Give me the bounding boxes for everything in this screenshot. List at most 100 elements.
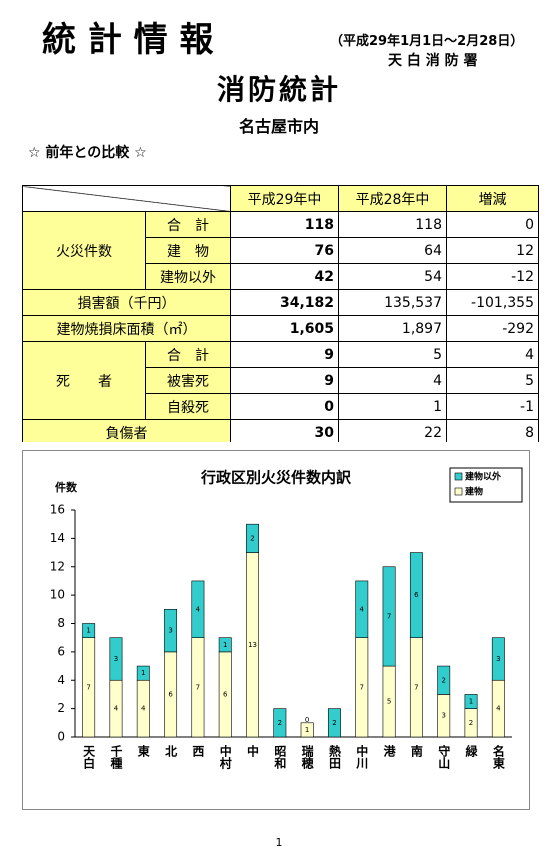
y-tick-label: 2 bbox=[57, 701, 65, 715]
office: 天 白 消 防 署 bbox=[388, 53, 478, 69]
data-label: 6 bbox=[168, 690, 173, 698]
cell: 76 bbox=[230, 237, 339, 264]
bar-segment bbox=[491, 637, 505, 681]
data-label: 5 bbox=[387, 698, 391, 706]
corner-cell bbox=[22, 185, 231, 212]
bar-segment bbox=[464, 694, 478, 709]
x-tick-label: 千種 bbox=[109, 744, 123, 770]
bar-segment bbox=[300, 722, 314, 738]
data-label: 1 bbox=[86, 627, 90, 635]
period: （平成29年1月1日～2月28日） bbox=[330, 34, 524, 49]
bar-segment bbox=[136, 665, 150, 681]
cell: 損害額（千円） bbox=[22, 289, 231, 316]
cell: 4 bbox=[338, 367, 447, 394]
cell: -292 bbox=[446, 315, 539, 342]
bar-segment bbox=[355, 580, 369, 638]
x-tick-label: 中村 bbox=[218, 744, 232, 770]
x-tick-label: 北 bbox=[164, 744, 178, 758]
col-header: 平成29年中 bbox=[230, 185, 339, 212]
data-label: 7 bbox=[86, 683, 90, 691]
cell: 建物以外 bbox=[145, 263, 231, 290]
cell: 合 計 bbox=[145, 211, 231, 238]
col-header: 増減 bbox=[446, 185, 539, 212]
data-label: 4 bbox=[496, 705, 501, 713]
data-label: 13 bbox=[248, 641, 257, 649]
legend-label: 建物 bbox=[465, 486, 483, 498]
x-tick-label: 中川 bbox=[355, 744, 369, 769]
cell: 5 bbox=[446, 367, 539, 394]
x-tick-label: 昭和 bbox=[273, 745, 287, 770]
cell: 135,537 bbox=[338, 289, 447, 316]
y-tick-label: 8 bbox=[57, 616, 65, 630]
cell: 1 bbox=[338, 393, 447, 420]
cell: 5 bbox=[338, 341, 447, 368]
page-number: 1 bbox=[275, 836, 283, 849]
data-label: 1 bbox=[469, 698, 473, 706]
data-label: 1 bbox=[141, 669, 145, 677]
cell: 118 bbox=[230, 211, 339, 238]
data-label: 7 bbox=[196, 683, 200, 691]
data-label: 3 bbox=[114, 655, 118, 663]
data-label: 0 bbox=[305, 716, 309, 724]
cell: 34,182 bbox=[230, 289, 339, 316]
cell: 42 bbox=[230, 263, 339, 290]
x-tick-label: 西 bbox=[191, 745, 205, 758]
col-header: 平成28年中 bbox=[338, 185, 447, 212]
comparison-table: 平成29年中 平成28年中 増減 火災件数合 計 118 118 0 建 物 76 64 12… bbox=[22, 185, 539, 442]
y-tick-label: 10 bbox=[50, 588, 65, 602]
data-label: 7 bbox=[414, 683, 418, 691]
cell: 22 bbox=[338, 419, 447, 442]
bar-segment bbox=[109, 637, 123, 681]
cell: 64 bbox=[338, 237, 447, 264]
chart-title: 行政区別火災件数内訳 bbox=[200, 469, 352, 487]
bar-segment bbox=[328, 708, 341, 738]
bar-segment bbox=[191, 580, 205, 638]
x-tick-label: 天白 bbox=[82, 745, 96, 770]
legend-swatch bbox=[454, 472, 463, 481]
chart: 行政区別火災件数内訳 件数 024681012141671天白43千種41東63… bbox=[22, 450, 530, 810]
cell: 死 者 bbox=[22, 341, 146, 420]
legend-swatch bbox=[454, 487, 463, 496]
x-tick-label: 東 bbox=[136, 744, 150, 758]
cell: 54 bbox=[338, 263, 447, 290]
bar-segment bbox=[273, 708, 287, 738]
cell: 1,897 bbox=[338, 315, 447, 342]
bar-segment bbox=[246, 523, 259, 553]
data-label: 3 bbox=[168, 627, 172, 635]
chart-frame bbox=[22, 450, 530, 810]
y-tick-label: 4 bbox=[57, 673, 65, 687]
data-label: 2 bbox=[441, 676, 445, 684]
cell: -101,355 bbox=[446, 289, 539, 316]
data-label: 4 bbox=[114, 705, 119, 713]
data-label: 6 bbox=[414, 591, 419, 599]
area: 名古屋市内 bbox=[238, 117, 319, 136]
cell: 118 bbox=[338, 211, 447, 238]
cell: 合 計 bbox=[145, 341, 231, 368]
cell: -1 bbox=[446, 393, 539, 420]
data-label: 7 bbox=[360, 683, 364, 691]
data-label: 3 bbox=[441, 712, 445, 720]
bar-segment bbox=[382, 566, 396, 667]
data-label: 2 bbox=[278, 719, 282, 727]
data-label: 4 bbox=[360, 605, 365, 613]
data-label: 6 bbox=[223, 690, 228, 698]
x-tick-label: 名東 bbox=[491, 744, 505, 770]
cell: 自殺死 bbox=[145, 393, 231, 420]
x-tick-label: 南 bbox=[409, 744, 423, 758]
data-label: 2 bbox=[332, 719, 336, 727]
data-label: 4 bbox=[141, 705, 146, 713]
cell: 9 bbox=[230, 367, 339, 394]
y-tick-label: 12 bbox=[50, 559, 65, 573]
y-tick-label: 14 bbox=[50, 531, 65, 545]
x-tick-label: 守山 bbox=[437, 744, 451, 770]
cell: 9 bbox=[230, 341, 339, 368]
doc-title: 統 計 情 報 bbox=[42, 20, 214, 60]
cell: 建 物 bbox=[145, 237, 231, 264]
data-label: 1 bbox=[305, 726, 309, 734]
bar-segment bbox=[218, 637, 232, 653]
data-label: 4 bbox=[196, 605, 201, 613]
x-tick-label: 港 bbox=[382, 744, 396, 758]
cell: 30 bbox=[230, 419, 339, 442]
cell: 8 bbox=[446, 419, 539, 442]
